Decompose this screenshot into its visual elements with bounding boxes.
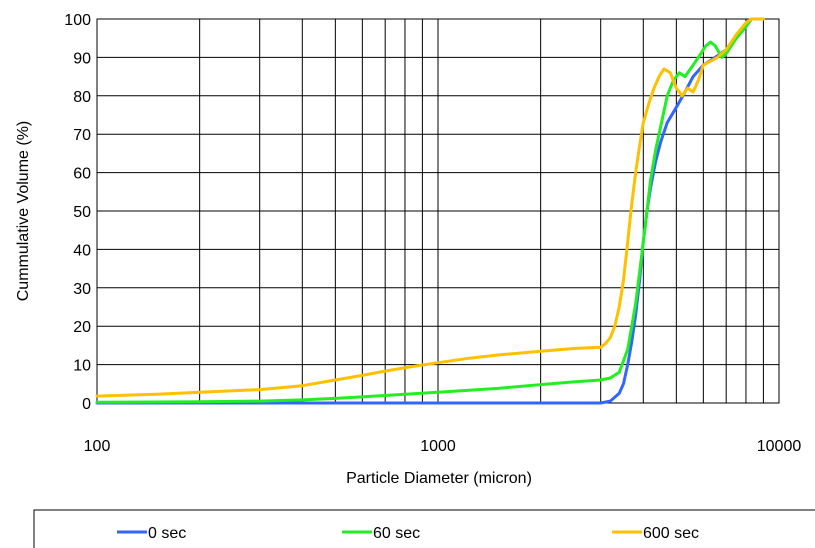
y-tick-label: 30 (73, 281, 91, 298)
y-tick-label: 20 (73, 319, 91, 336)
legend-box (33, 509, 815, 548)
legend: 0 sec 60 sec 600 sec (33, 509, 815, 548)
series-lines (95, 17, 765, 405)
x-axis-title: Particle Diameter (micron) (346, 470, 532, 487)
y-axis-title: Cummulative Volume (%) (15, 121, 32, 302)
x-tick-label: 10000 (757, 438, 802, 455)
y-axis-ticks: 0 10 20 30 40 50 60 70 80 90 100 (64, 12, 91, 413)
legend-label: 600 sec (643, 525, 699, 542)
y-tick-label: 10 (73, 358, 91, 375)
legend-item: 600 sec (612, 525, 699, 542)
y-tick-label: 60 (73, 166, 91, 183)
legend-item: 60 sec (342, 525, 420, 542)
y-tick-label: 70 (73, 127, 91, 144)
y-tick-label: 50 (73, 204, 91, 221)
legend-label: 0 sec (148, 525, 186, 542)
y-tick-label: 0 (82, 396, 91, 413)
y-tick-label: 80 (73, 89, 91, 106)
series-line (95, 17, 765, 398)
x-tick-label: 1000 (420, 438, 456, 455)
y-tick-label: 40 (73, 242, 91, 259)
legend-items: 0 sec 60 sec 600 sec (117, 525, 699, 542)
grid (97, 19, 779, 403)
y-tick-label: 90 (73, 50, 91, 67)
x-axis-ticks: 100 1000 10000 (84, 438, 802, 455)
x-tick-label: 100 (84, 438, 111, 455)
y-tick-label: 100 (64, 12, 91, 29)
series-line (95, 17, 765, 404)
legend-item: 0 sec (117, 525, 186, 542)
legend-label: 60 sec (373, 525, 420, 542)
